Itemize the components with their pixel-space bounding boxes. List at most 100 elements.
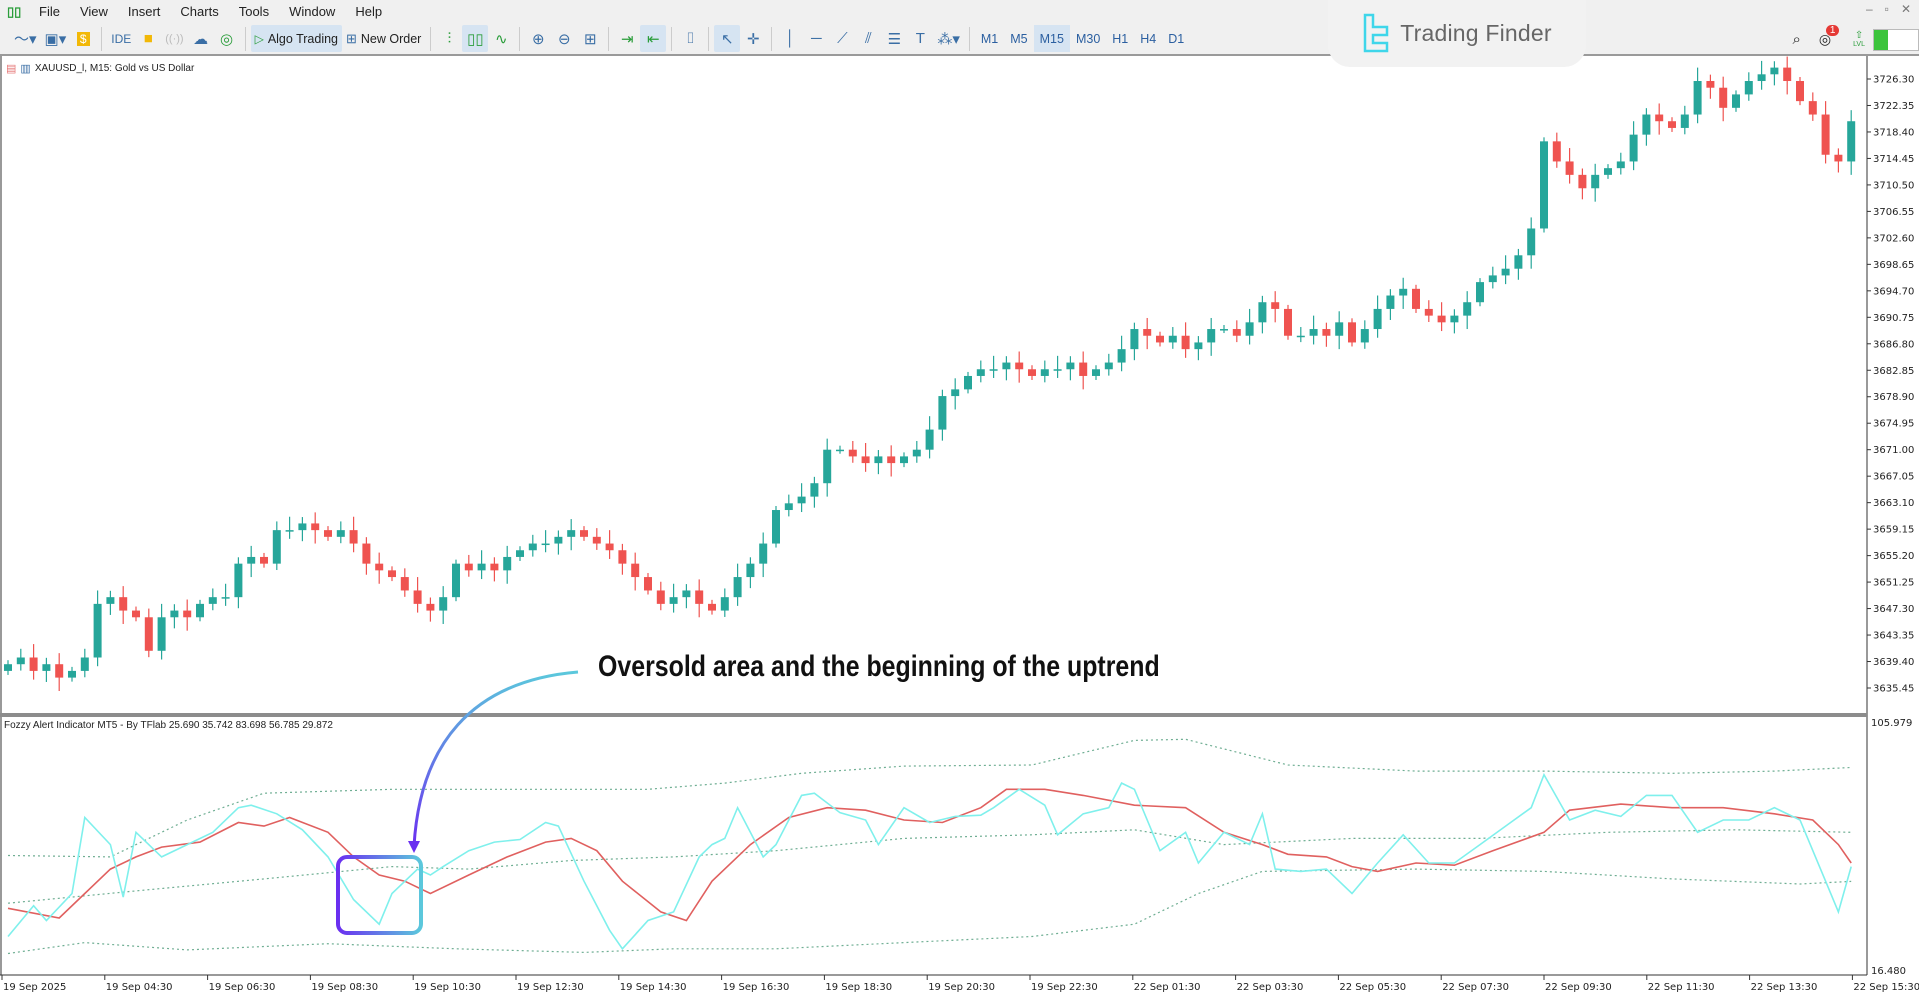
price-label: 3718.40 [1873,127,1914,138]
candle [823,438,832,497]
crosshair-button[interactable]: ✛ [740,25,766,52]
price-label: 3722.35 [1873,101,1914,112]
candle-body [887,456,896,464]
timeframe-m30[interactable]: M30 [1075,31,1101,46]
market-button[interactable]: $ [70,25,96,52]
new-order-button[interactable]: ⊞ New Order [342,25,425,52]
ide-button[interactable]: IDE [107,25,135,52]
candle-body [16,657,25,665]
level-button[interactable]: ⇧ LVL [1853,30,1865,49]
candle [1796,76,1804,106]
timeframe-m15[interactable]: M15 [1033,25,1070,52]
timeframe-m1[interactable]: M1 [980,31,999,46]
candle-body [1220,329,1228,331]
candle-body [976,369,985,376]
level-label: LVL [1853,41,1865,48]
shop-button[interactable]: ■ [135,25,161,52]
close-icon[interactable]: ✕ [1900,2,1911,16]
timeframe-h4[interactable]: H4 [1140,31,1157,46]
shapes-dropdown[interactable]: ⁂▾ [933,25,964,52]
candle-body [183,610,192,618]
chart-title: ▤ ▥ XAUUSD_l, M15: Gold vs US Dollar [6,62,194,75]
chart-shift-button[interactable]: ⇤ [640,25,667,52]
zoom-out-button[interactable]: ⊖ [551,25,577,52]
zoom-in-button[interactable]: ⊕ [525,25,551,52]
candle-body [426,603,435,611]
candle-body [1706,81,1715,88]
candle [1399,277,1408,309]
candle-body [746,563,755,578]
candle-body [1143,329,1152,336]
menu-help[interactable]: Help [355,4,383,19]
vertical-line-button[interactable]: │ [777,25,803,52]
account-button[interactable]: ◎ 1 [1819,25,1840,48]
line-chart-dropdown[interactable]: 〜▾ [10,25,41,52]
candle [324,526,332,541]
screenshot-button[interactable]: ⌷ [677,25,703,52]
candle-body [848,449,857,457]
menu-window[interactable]: Window [289,4,336,19]
divider [519,26,521,51]
horizontal-line-button[interactable]: ─ [803,25,829,52]
candle-body [234,563,243,598]
indicator-max-label: 105.979 [1871,718,1912,729]
time-label: 22 Sep 15:30 [1853,982,1919,993]
menu-tools[interactable]: Tools [238,4,270,19]
divider [671,26,673,51]
price-label: 3659.15 [1873,525,1914,536]
trading-finder-logo: Trading Finder [1328,0,1586,67]
signals-button[interactable]: ((·)) [161,25,187,52]
cursor-button[interactable]: ↖ [714,25,741,52]
menu-view[interactable]: View [79,4,108,19]
candle-body [285,530,294,532]
line-button[interactable]: ∿ [488,25,514,52]
candle-body [1796,81,1804,102]
candle [656,581,665,611]
chart-template-dropdown[interactable]: ▣▾ [41,25,71,52]
timeframe-d1[interactable]: D1 [1168,31,1185,46]
candle-body [1015,362,1024,370]
text-button[interactable]: T [907,25,933,52]
chart-template-icon: ▣▾ [44,30,67,48]
candle [695,579,704,618]
time-label: 19 Sep 06:30 [209,982,276,993]
autoscroll-button[interactable]: ⇥ [614,25,640,52]
tile-windows-button[interactable]: ⊞ [577,25,603,52]
time-label: 19 Sep 2025 [3,982,66,993]
fibonacci-button[interactable]: ☰ [881,25,907,52]
annotation-text: Oversold area and the beginning of the u… [598,650,1160,683]
community-button[interactable]: ◎ [214,25,240,52]
candle-body [1296,335,1305,338]
candle [784,494,793,517]
chart-area[interactable]: 3726.30 3722.35 3718.40 3714.45 3710.50 3706.… [0,56,1919,996]
price-label: 3643.35 [1873,631,1914,642]
candlestick-button[interactable]: ▯▯ [462,25,489,52]
candle-body [1104,362,1113,370]
trendline-button[interactable]: ⟋ [829,25,855,52]
candle [759,532,768,578]
candle [1578,168,1587,200]
menu-insert[interactable]: Insert [127,4,161,19]
pane-separator[interactable] [0,713,1867,717]
logo-text: Trading Finder [1400,20,1552,46]
restore-icon[interactable]: ▫ [1884,2,1889,16]
channel-button[interactable]: ⫽ [855,25,881,52]
level-arrow-icon: ⇧ [1854,30,1864,41]
candle [810,476,819,508]
menu-file[interactable]: File [39,4,60,19]
search-icon[interactable]: ⌕ [1792,31,1801,48]
time-label: 22 Sep 13:30 [1751,982,1818,993]
timeframe-m5[interactable]: M5 [1010,31,1028,46]
candle [746,557,755,589]
candle [836,445,844,454]
indicator-line-lower-band [7,868,1852,955]
menu-charts[interactable]: Charts [180,4,219,19]
bar-chart-button[interactable]: ⫶ [436,25,462,52]
timeframe-h1[interactable]: H1 [1112,31,1129,46]
candle-body [874,456,883,464]
algo-trading-button[interactable]: ▷ Algo Trading [250,25,342,52]
candle-body [400,577,409,591]
minimize-icon[interactable]: – [1865,2,1873,16]
vps-button[interactable]: ☁ [188,25,214,52]
trendline-icon: ⟋ [837,30,848,47]
